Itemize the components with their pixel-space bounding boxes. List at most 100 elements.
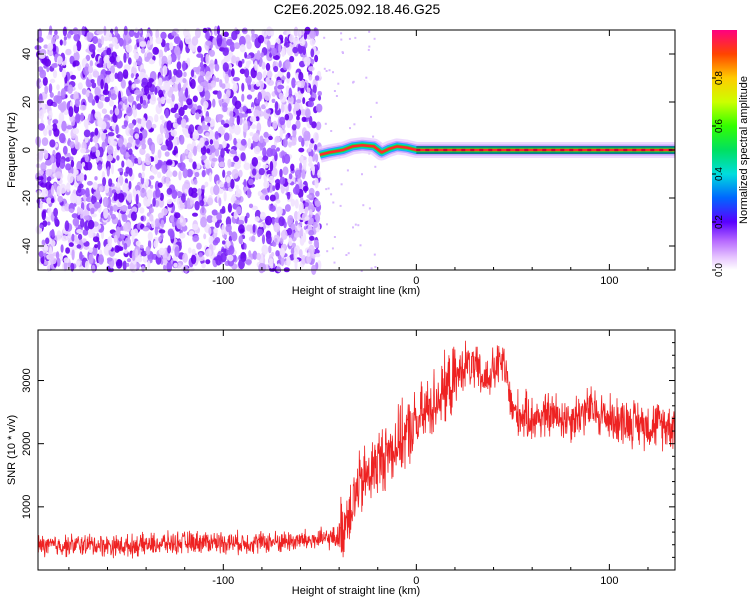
heatmap-cell (85, 54, 91, 62)
heatmap-cell (91, 146, 97, 153)
heatmap-cell (292, 46, 299, 54)
heatmap-cell (41, 239, 46, 246)
heatmap-cell (214, 131, 219, 140)
heatmap-cell (80, 112, 84, 122)
heatmap-cell (195, 112, 200, 120)
heatmap-cell (183, 179, 191, 190)
heatmap-cell (257, 34, 265, 44)
heatmap-cell (134, 89, 141, 96)
heatmap-cell (241, 146, 246, 151)
heatmap-cell (315, 190, 320, 197)
snr-series-line (37, 340, 676, 559)
heatmap-cell (157, 182, 163, 189)
heatmap-cell (159, 115, 164, 121)
heatmap-cell (272, 241, 277, 247)
heatmap-cell (45, 181, 52, 191)
heatmap-cell (76, 229, 83, 234)
heatmap-cell (147, 94, 151, 100)
heatmap-cell (213, 184, 220, 196)
heatmap-cell (286, 45, 294, 56)
heatmap-cell (272, 120, 278, 130)
heatmap-cell (333, 90, 336, 92)
heatmap-cell (252, 223, 256, 233)
heatmap-cell (50, 198, 55, 204)
heatmap-cell (121, 205, 128, 212)
heatmap-cell (47, 207, 52, 217)
spectrogram-x-tick-label: 100 (600, 275, 618, 287)
heatmap-cell (249, 116, 257, 123)
heatmap-cell (72, 217, 80, 227)
heatmap-cell (158, 89, 164, 98)
heatmap-cell (299, 162, 303, 170)
heatmap-cell (154, 114, 159, 123)
heatmap-cell (107, 135, 115, 146)
heatmap-cell (103, 25, 107, 36)
heatmap-cell (166, 98, 172, 104)
heatmap-cell (274, 179, 281, 184)
heatmap-cell (252, 132, 260, 143)
heatmap-cell (246, 188, 252, 199)
snr-y-tick-label: 3000 (21, 368, 33, 392)
heatmap-cell (142, 255, 149, 263)
heatmap-cell (128, 122, 135, 129)
signal-core-dash (470, 148, 475, 152)
heatmap-cell (303, 56, 311, 66)
heatmap-cell (178, 106, 185, 117)
heatmap-cell (134, 184, 141, 192)
heatmap-cell (262, 164, 269, 169)
heatmap-cell (313, 221, 318, 229)
heatmap-cell (239, 35, 246, 47)
heatmap-cell (72, 62, 76, 67)
heatmap-cell (177, 82, 182, 92)
heatmap-cell (185, 87, 189, 98)
heatmap-cell (68, 208, 75, 213)
heatmap-cell (186, 143, 193, 151)
heatmap-cell (303, 232, 307, 243)
colorbar-tick-label: 0.2 (714, 215, 725, 229)
heatmap-cell (80, 147, 87, 154)
heatmap-cell (108, 43, 114, 48)
heatmap-cell (117, 104, 122, 110)
heatmap-cell (187, 151, 193, 159)
heatmap-cell (75, 260, 81, 267)
heatmap-cell (261, 188, 268, 195)
heatmap-cell (145, 246, 151, 256)
heatmap-cell (74, 234, 78, 243)
heatmap-cell (94, 111, 102, 120)
heatmap-cell (185, 149, 189, 155)
heatmap-cell (262, 147, 267, 158)
heatmap-cell (131, 233, 135, 243)
heatmap-cell (232, 83, 238, 92)
heatmap-cell (112, 36, 118, 46)
heatmap-cell (368, 30, 371, 33)
heatmap-cell (114, 107, 120, 116)
heatmap-cell (184, 188, 189, 194)
heatmap-cell (295, 183, 300, 193)
heatmap-cell (300, 109, 307, 116)
heatmap-cell (90, 132, 94, 139)
colorbar-gradient (712, 30, 737, 270)
heatmap-cell (192, 223, 199, 231)
heatmap-cell (191, 36, 199, 46)
heatmap-cell (173, 122, 178, 129)
heatmap-cell (265, 109, 272, 114)
heatmap-cell (161, 208, 168, 216)
heatmap-cell (291, 242, 296, 248)
heatmap-cell (222, 105, 228, 113)
heatmap-cell (252, 168, 257, 176)
heatmap-cell (307, 147, 312, 152)
heatmap-cell (81, 88, 87, 95)
heatmap-cell (104, 76, 111, 84)
heatmap-cell (125, 151, 129, 162)
heatmap-cell (85, 122, 89, 131)
heatmap-cell (75, 113, 81, 124)
heatmap-cell (40, 182, 48, 188)
heatmap-cell (109, 56, 116, 63)
heatmap-cell (337, 82, 340, 85)
heatmap-cell (55, 95, 63, 105)
heatmap-cell (46, 197, 52, 204)
heatmap-cell (374, 165, 377, 168)
heatmap-cell (330, 193, 333, 196)
heatmap-cell (315, 121, 322, 131)
heatmap-cell (306, 87, 311, 93)
